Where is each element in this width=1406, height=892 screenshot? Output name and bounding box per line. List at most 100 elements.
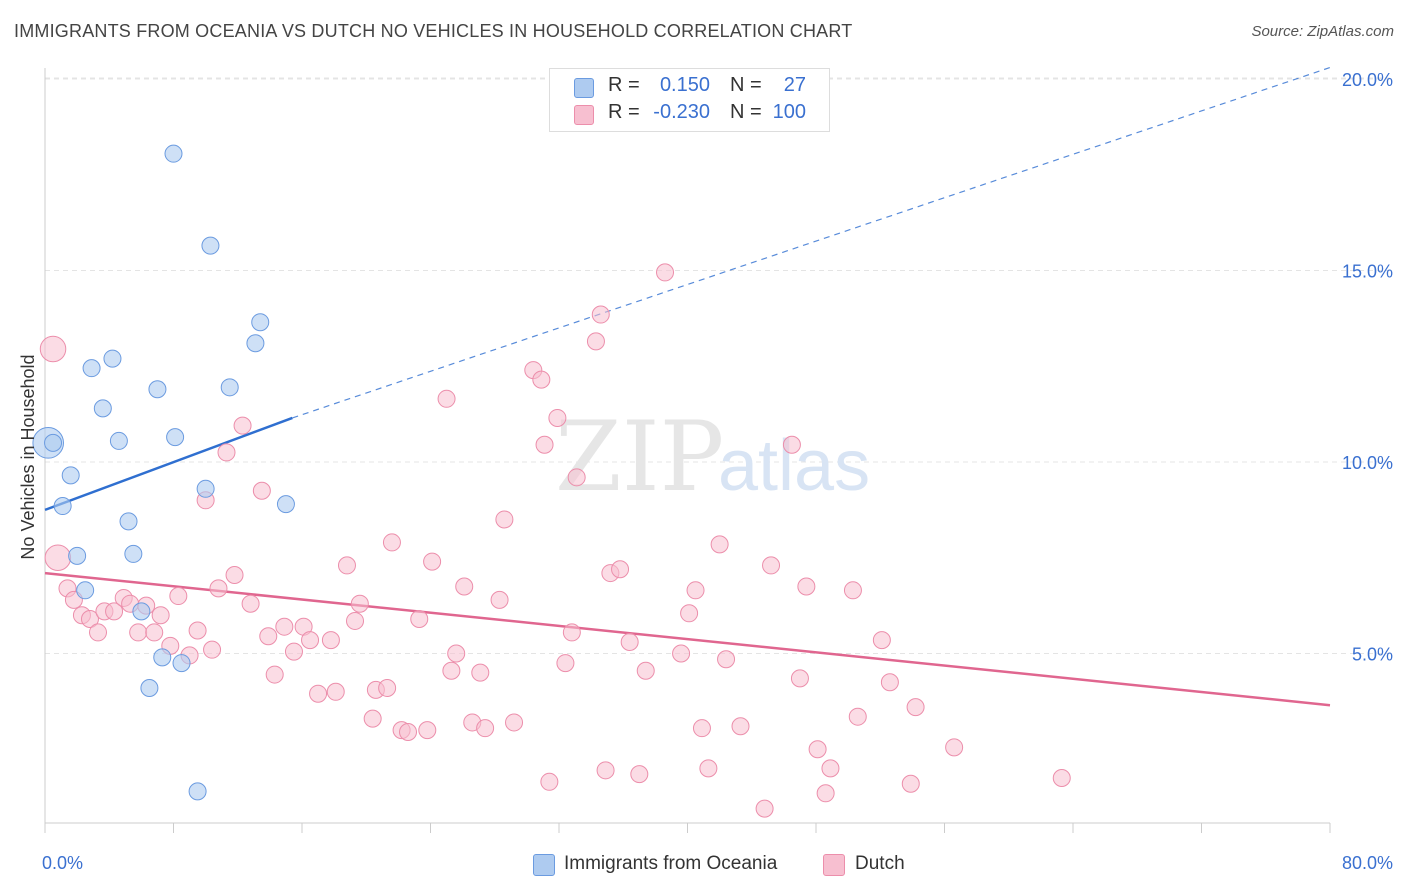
oceania-point: [188, 782, 207, 801]
dutch-point: [762, 556, 781, 575]
oceania-point: [164, 144, 183, 163]
dutch-point: [259, 627, 278, 646]
dutch-point: [586, 332, 605, 351]
dutch-point: [567, 468, 586, 487]
dutch-point: [797, 577, 816, 596]
oceania-point: [124, 544, 143, 563]
dutch-point: [301, 631, 320, 650]
dutch-point: [656, 263, 675, 282]
dutch-point: [217, 443, 236, 462]
dutch-point: [562, 623, 581, 642]
dutch-point: [816, 784, 835, 803]
y-tick-label: 5.0%: [1352, 645, 1393, 665]
oceania-point: [109, 431, 128, 450]
dutch-point: [611, 560, 630, 579]
dutch-point: [321, 631, 340, 650]
trend-lines: [44, 66, 1331, 707]
dutch-point: [241, 594, 260, 613]
r-label: R =: [608, 74, 640, 96]
dutch-point: [188, 621, 207, 640]
dutch-point: [872, 631, 891, 650]
legend-row-dutch: R = -0.230 N = 100: [550, 101, 829, 127]
dutch-point: [591, 305, 610, 324]
dutch-point: [790, 669, 809, 688]
dutch-point: [880, 673, 899, 692]
n-value: 27: [783, 74, 806, 96]
tick-labels: 5.0% 10.0% 15.0% 20.0% 0.0% 80.0%: [42, 70, 1393, 873]
dutch-point: [471, 663, 490, 682]
x-tick-label: 80.0%: [1342, 853, 1393, 873]
dutch-point: [363, 709, 382, 728]
dutch-point: [399, 723, 418, 742]
oceania-legend-swatch: [533, 854, 555, 876]
oceania-point: [82, 359, 101, 378]
dutch-point: [203, 640, 222, 659]
dutch-point: [225, 565, 244, 584]
dutch-point: [808, 740, 827, 759]
dutch-point: [89, 623, 108, 642]
dutch-point: [843, 581, 862, 600]
dutch-point: [437, 389, 456, 408]
dutch-point: [151, 606, 170, 625]
dutch-point: [233, 416, 252, 435]
dutch-point: [423, 552, 442, 571]
dutch-point: [39, 335, 67, 363]
dutch-swatch: [574, 105, 594, 125]
dutch-point: [284, 642, 303, 661]
grid-lines: [45, 77, 1390, 654]
y-tick-label: 10.0%: [1342, 453, 1393, 473]
dutch-point: [532, 370, 551, 389]
dutch-point: [326, 682, 345, 701]
oceania-swatch: [574, 78, 594, 98]
r-value: 0.150: [659, 74, 710, 96]
dutch-point: [672, 644, 691, 663]
oceania-point: [166, 428, 185, 447]
dutch-point: [145, 623, 164, 642]
oceania-legend-label: Immigrants from Oceania: [564, 853, 778, 874]
n-label: N =: [730, 101, 762, 123]
dutch-point: [105, 602, 124, 621]
y-tick-label: 15.0%: [1342, 262, 1393, 282]
y-axis-label: No Vehicles in Household: [18, 354, 38, 559]
dutch-point: [556, 654, 575, 673]
dutch-point: [686, 581, 705, 600]
r-label: R =: [608, 101, 640, 123]
oceania-point: [93, 399, 112, 418]
legend-row-oceania: R = 0.150 N = 27: [550, 74, 829, 100]
dutch-point: [755, 799, 774, 818]
dutch-point: [169, 587, 188, 606]
oceania-point: [68, 546, 87, 565]
oceania-point: [153, 648, 172, 667]
n-value: 100: [772, 101, 806, 123]
oceania-point: [172, 654, 191, 673]
source-label: Source: ZipAtlas.com: [1251, 23, 1394, 40]
dutch-point: [346, 611, 365, 630]
oceania-point: [132, 602, 151, 621]
dutch-point: [382, 533, 401, 552]
dutch-point: [731, 717, 750, 736]
dutch-point: [821, 759, 840, 778]
oceania-point: [148, 380, 167, 399]
oceania-point: [44, 433, 63, 452]
dutch-point: [636, 661, 655, 680]
dutch-point: [265, 665, 284, 684]
dutch-trend-line: [44, 571, 1331, 707]
dutch-point: [535, 435, 554, 454]
r-value: -0.230: [653, 101, 710, 123]
y-tick-label: 20.0%: [1342, 70, 1393, 90]
oceania-point: [103, 349, 122, 368]
x-tick-label: 0.0%: [42, 853, 83, 873]
dutch-point: [350, 594, 369, 613]
dutch-point: [540, 772, 559, 791]
dutch-point: [309, 684, 328, 703]
oceania-point: [76, 581, 95, 600]
dutch-point: [901, 774, 920, 793]
dutch-point: [945, 738, 964, 757]
oceania-point: [61, 466, 80, 485]
dutch-point: [782, 435, 801, 454]
oceania-point: [246, 334, 265, 353]
dutch-point: [692, 719, 711, 738]
dutch-point: [906, 698, 925, 717]
dutch-point: [710, 535, 729, 554]
dutch-point: [455, 577, 474, 596]
